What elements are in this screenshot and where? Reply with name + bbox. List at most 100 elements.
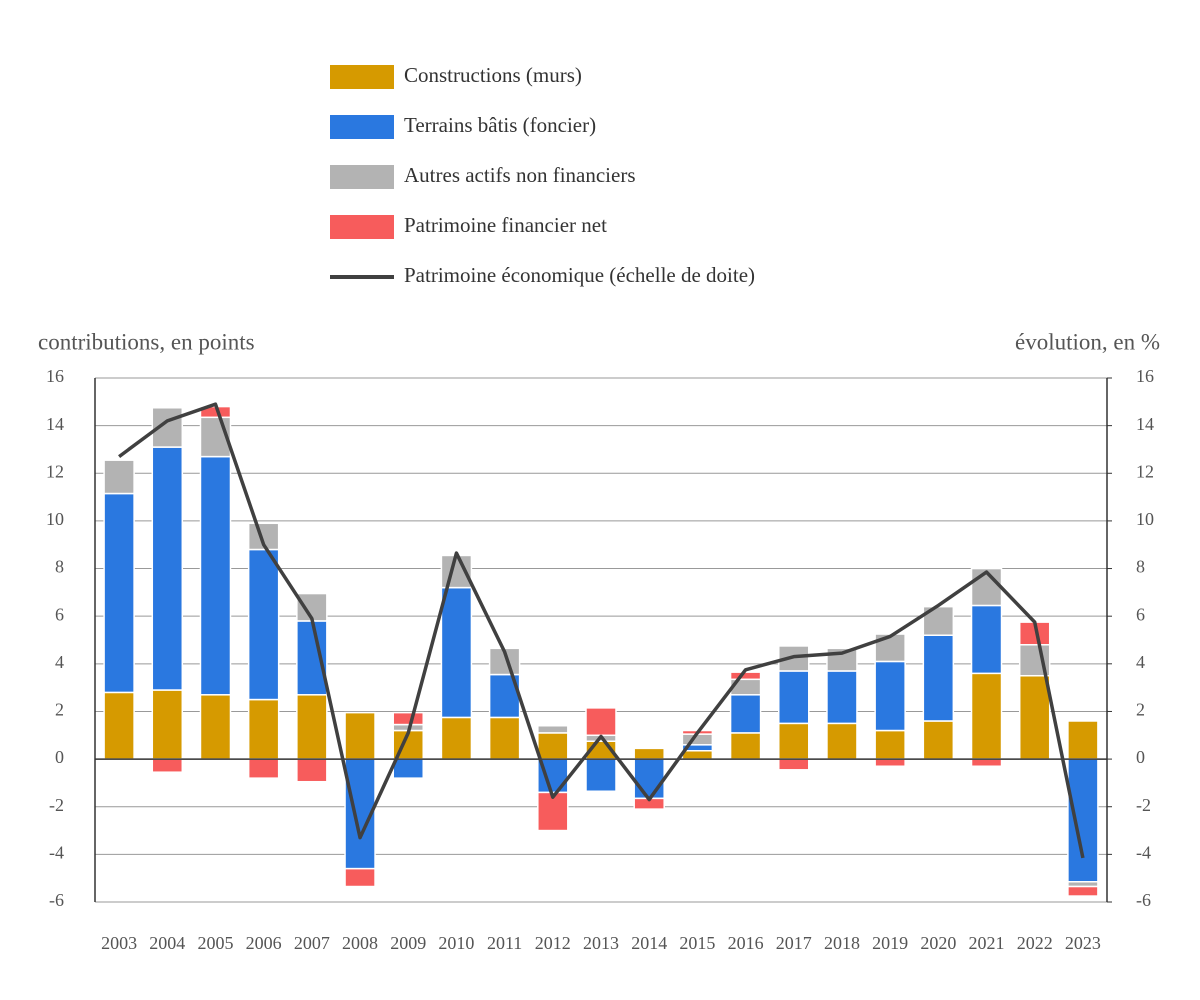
y-tick-label: -6 <box>49 890 64 910</box>
x-tick-label: 2016 <box>728 933 764 953</box>
y-tick-label: 6 <box>55 604 64 624</box>
legend-label: Patrimoine financier net <box>404 213 607 237</box>
bar-segment <box>199 694 232 760</box>
bar-segment <box>729 694 762 734</box>
bar-segment <box>778 722 810 760</box>
bar-segment <box>826 722 858 760</box>
bar-segment <box>103 459 135 495</box>
bar-segment <box>585 758 617 792</box>
x-tick-label: 2013 <box>583 933 619 953</box>
bar-segment <box>247 698 280 760</box>
x-tick-label: 2012 <box>535 933 571 953</box>
y2-tick-label: 12 <box>1136 461 1154 481</box>
legend-swatch <box>330 65 394 89</box>
y-tick-label: 16 <box>46 366 64 386</box>
x-tick-label: 2018 <box>824 933 860 953</box>
x-tick-label: 2017 <box>776 933 812 953</box>
bar-segment <box>440 716 473 760</box>
y-axis-title: contributions, en points <box>38 329 255 354</box>
y-tick-label: -4 <box>49 842 64 862</box>
y2-tick-label: 14 <box>1136 414 1154 434</box>
x-tick-label: 2014 <box>631 933 667 953</box>
bar-segment <box>633 758 665 800</box>
bar-segment <box>585 707 617 737</box>
y2-tick-label: -6 <box>1136 890 1151 910</box>
bar-segment <box>151 689 184 760</box>
bar-segment <box>103 691 135 760</box>
bar-segment <box>296 620 328 696</box>
bar-segment <box>970 604 1003 675</box>
bar-segment <box>922 720 955 760</box>
bar-segment <box>344 711 376 760</box>
bar-segment <box>440 554 473 589</box>
legend-swatch <box>330 115 394 139</box>
y2-axis-title: évolution, en % <box>1015 329 1160 354</box>
bar-segment <box>199 455 232 696</box>
x-tick-label: 2022 <box>1017 933 1053 953</box>
y2-tick-label: 8 <box>1136 557 1145 577</box>
y-tick-label: 14 <box>46 414 64 434</box>
bar-segment <box>1067 720 1099 760</box>
y2-tick-label: -2 <box>1136 795 1151 815</box>
bar-segment <box>970 672 1003 760</box>
legend-label: Autres actifs non financiers <box>404 163 636 187</box>
y-tick-label: 8 <box>55 557 64 577</box>
y-tick-label: 4 <box>55 652 64 672</box>
bar-segment <box>874 660 906 732</box>
y2-tick-label: 10 <box>1136 509 1154 529</box>
bar-segment <box>922 634 955 722</box>
bar-segment <box>681 750 714 760</box>
line-series <box>118 402 1085 859</box>
y-tick-label: 12 <box>46 461 64 481</box>
legend-swatch <box>330 215 394 239</box>
legend-label: Constructions (murs) <box>404 63 582 87</box>
y2-tick-label: 4 <box>1136 652 1145 672</box>
bar-segment <box>151 446 184 691</box>
bar-segment <box>392 758 424 779</box>
y-tick-label: 2 <box>55 700 64 720</box>
bar-segment <box>537 724 569 734</box>
legend-swatch <box>330 165 394 189</box>
bar-segment <box>826 670 858 725</box>
y2-tick-label: -4 <box>1136 842 1151 862</box>
bar-segment <box>729 732 762 760</box>
bar-segment <box>392 711 424 726</box>
bar-segment <box>296 758 328 783</box>
y-tick-label: 10 <box>46 509 64 529</box>
bar-segment <box>778 670 810 725</box>
x-tick-label: 2009 <box>390 933 426 953</box>
bar-segment <box>1018 674 1051 760</box>
bar-segment <box>488 716 521 760</box>
bar-segment <box>440 586 473 719</box>
legend-label: Terrains bâtis (foncier) <box>404 113 596 137</box>
x-tick-label: 2005 <box>197 933 233 953</box>
y-tick-label: -2 <box>49 795 64 815</box>
x-tick-label: 2019 <box>872 933 908 953</box>
x-tick-label: 2011 <box>487 933 522 953</box>
bar-segment <box>344 867 376 888</box>
bar-segment <box>729 671 762 681</box>
bar-segment <box>874 758 906 767</box>
bar-segment <box>778 758 810 771</box>
bar-segment <box>296 694 328 760</box>
y-tick-label: 0 <box>55 747 64 767</box>
x-tick-label: 2003 <box>101 933 137 953</box>
bar-segment <box>151 758 184 773</box>
y2-tick-label: 2 <box>1136 700 1145 720</box>
x-tick-label: 2008 <box>342 933 378 953</box>
y2-tick-label: 6 <box>1136 604 1145 624</box>
bar-segment <box>247 548 280 701</box>
x-tick-label: 2021 <box>969 933 1005 953</box>
bar-segment <box>1067 885 1099 897</box>
y2-tick-label: 0 <box>1136 747 1145 767</box>
bar-segment <box>874 729 906 760</box>
x-tick-label: 2004 <box>149 933 185 953</box>
legend-label: Patrimoine économique (échelle de doite) <box>404 263 755 287</box>
x-tick-label: 2006 <box>246 933 282 953</box>
bar-segment <box>633 747 665 760</box>
bar-segment <box>1067 758 1099 883</box>
y2-tick-label: 16 <box>1136 366 1154 386</box>
x-tick-label: 2010 <box>438 933 474 953</box>
bar-segment <box>247 758 280 779</box>
